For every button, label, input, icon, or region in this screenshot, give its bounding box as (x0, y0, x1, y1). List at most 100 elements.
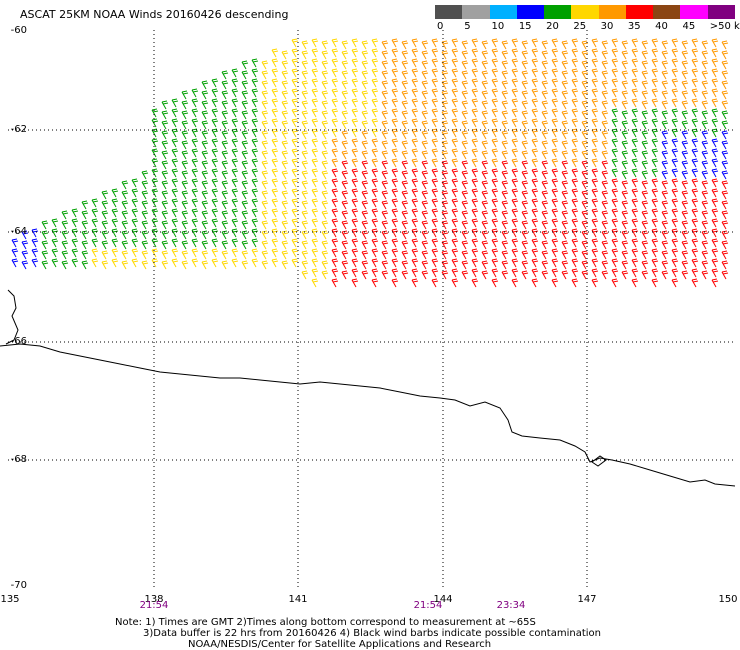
wind-barb (481, 260, 489, 270)
wind-barb (281, 180, 289, 190)
wind-barb (231, 108, 239, 118)
wind-barb (91, 248, 99, 258)
wind-barb (661, 250, 669, 260)
wind-barb (411, 98, 419, 108)
wind-barb (551, 178, 559, 188)
wind-barb (561, 170, 569, 180)
wind-barb (651, 218, 659, 228)
wind-barb (381, 120, 389, 130)
wind-barb (311, 278, 319, 288)
wind-barb (341, 200, 349, 210)
wind-barb (181, 180, 189, 190)
wind-barb (211, 248, 219, 258)
wind-barb (691, 218, 699, 228)
wind-barb (291, 198, 299, 208)
wind-barb (681, 200, 689, 210)
wind-barb (521, 90, 529, 100)
wind-barb (491, 198, 499, 208)
wind-barb (401, 100, 409, 110)
wind-barb (671, 208, 679, 218)
wind-barb (341, 120, 349, 130)
wind-barb (291, 138, 299, 148)
wind-barb (531, 278, 539, 288)
wind-barb (391, 168, 399, 178)
wind-barb (331, 198, 339, 208)
wind-barb (531, 188, 539, 198)
wind-barb (621, 90, 629, 100)
wind-barb (621, 200, 629, 210)
wind-barb (291, 98, 299, 108)
wind-barb (301, 260, 309, 270)
legend-swatch (462, 5, 490, 19)
wind-barb (361, 70, 369, 80)
wind-barb (641, 160, 649, 170)
wind-barb (421, 90, 429, 100)
wind-barb (441, 260, 449, 270)
wind-barb (601, 250, 609, 260)
wind-barb (601, 150, 609, 160)
wind-barb (441, 210, 449, 220)
legend-label: 5 (464, 21, 471, 32)
wind-barb (281, 100, 289, 110)
wind-barb (71, 218, 79, 228)
wind-barb (591, 178, 599, 188)
wind-barb (371, 228, 379, 238)
wind-barb (241, 110, 249, 120)
wind-barb (311, 58, 319, 68)
wind-barb (281, 80, 289, 90)
wind-barb (551, 268, 559, 278)
wind-barb (651, 198, 659, 208)
wind-barb (711, 218, 719, 228)
legend-swatch (680, 5, 708, 19)
wind-barb (321, 170, 329, 180)
wind-barb (351, 198, 359, 208)
wind-barb (631, 168, 639, 178)
legend-label: 45 (682, 21, 696, 32)
wind-barb (491, 58, 499, 68)
wind-barb (471, 258, 479, 268)
wind-barb (641, 110, 649, 120)
wind-barb (231, 218, 239, 228)
wind-barb (241, 60, 249, 70)
wind-barb (471, 278, 479, 288)
wind-barb (41, 240, 49, 250)
wind-barb (651, 228, 659, 238)
wind-barb (231, 198, 239, 208)
wind-barb (561, 70, 569, 80)
wind-barb (481, 150, 489, 160)
wind-barb (411, 188, 419, 198)
wind-barb (401, 180, 409, 190)
wind-barb (451, 98, 459, 108)
wind-barb (211, 168, 219, 178)
wind-barb (411, 168, 419, 178)
wind-barb (521, 190, 529, 200)
wind-barb (601, 140, 609, 150)
wind-barb (201, 160, 209, 170)
wind-barb (521, 120, 529, 130)
wind-barb (531, 58, 539, 68)
wind-barb (471, 98, 479, 108)
wind-barb (571, 78, 579, 88)
wind-barb (381, 130, 389, 140)
wind-barb (411, 208, 419, 218)
wind-barb (701, 260, 709, 270)
wind-barb (261, 90, 269, 100)
wind-barb (131, 178, 139, 188)
wind-barb (171, 168, 179, 178)
wind-barb (281, 160, 289, 170)
wind-barb (431, 118, 439, 128)
wind-barb (331, 168, 339, 178)
wind-barb (31, 238, 39, 248)
wind-barb (361, 130, 369, 140)
wind-barb (211, 188, 219, 198)
wind-barb (301, 120, 309, 130)
wind-barb (211, 228, 219, 238)
wind-barb (301, 80, 309, 90)
wind-barb (381, 240, 389, 250)
wind-barb (631, 218, 639, 228)
wind-barb (471, 208, 479, 218)
wind-barb (501, 80, 509, 90)
wind-barb (501, 210, 509, 220)
wind-barb (51, 228, 59, 238)
wind-barb (371, 198, 379, 208)
